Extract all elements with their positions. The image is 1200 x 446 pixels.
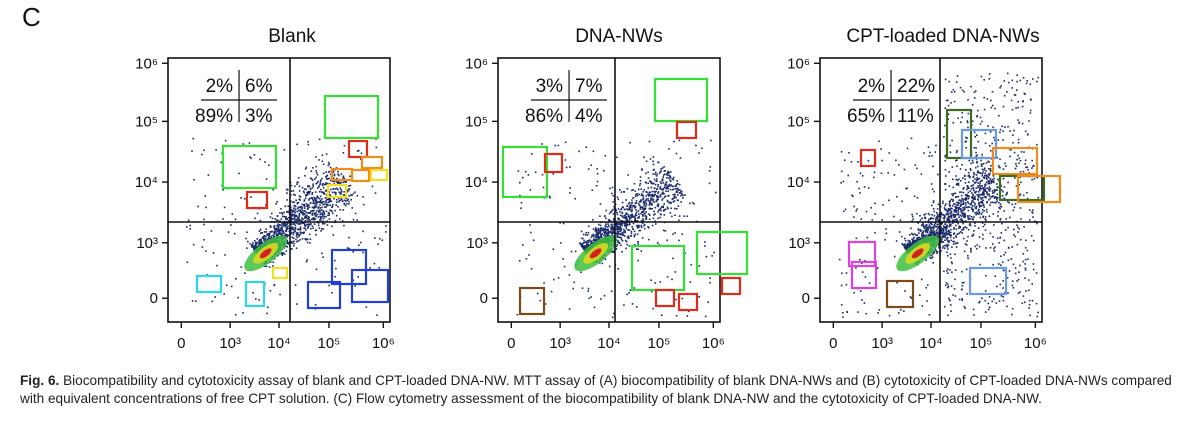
quadrant-upper-left: 2% bbox=[858, 76, 886, 97]
panel-title: CPT-loaded DNA-NWs bbox=[846, 26, 1039, 47]
x-tick-label: 10³ bbox=[549, 335, 571, 352]
quadrant-lower-right: 4% bbox=[575, 106, 603, 127]
gate-box bbox=[720, 276, 742, 296]
y-tick-label: 10⁶ bbox=[787, 55, 810, 72]
y-tick-label: 10⁴ bbox=[465, 174, 488, 191]
gate-box bbox=[654, 288, 676, 308]
gate-box bbox=[677, 292, 699, 312]
subfigure-label: C bbox=[22, 2, 41, 32]
x-tick-label: 10⁶ bbox=[702, 335, 725, 352]
gating-boxes bbox=[847, 108, 1062, 309]
gating-boxes bbox=[501, 77, 749, 316]
x-tick-label: 10⁶ bbox=[372, 335, 395, 352]
quadrant-upper-right: 7% bbox=[575, 76, 603, 97]
y-tick-label: 10³ bbox=[136, 235, 158, 252]
x-tick-label: 0 bbox=[829, 335, 837, 352]
gate-box bbox=[271, 266, 289, 280]
panel-3: CPT-loaded DNA-NWs 2% 22% 65% 11% 0 10³ 10⁴ 10⁵ 1… bbox=[787, 26, 1062, 352]
y-tick-label: 10⁵ bbox=[787, 113, 810, 130]
y-tick-label: 0 bbox=[480, 290, 488, 307]
x-tick-label: 10³ bbox=[871, 335, 893, 352]
gate-box bbox=[991, 146, 1039, 176]
plot-frame bbox=[497, 57, 721, 323]
gate-box bbox=[323, 94, 380, 140]
x-tick-label: 10⁴ bbox=[597, 335, 620, 352]
gate-box bbox=[347, 139, 369, 159]
y-tick-label: 10³ bbox=[466, 235, 488, 252]
panel-1: Blank 2% 6% 89% 3% 0 10³ 10⁴ 10⁵ 10⁶ 0 10³ 10⁴ 10⁵ 10⁶ bbox=[135, 26, 395, 352]
density-red bbox=[259, 248, 272, 259]
y-tick-label: 10⁴ bbox=[135, 174, 158, 191]
gate-box bbox=[885, 279, 915, 309]
x-tick-label: 10⁵ bbox=[647, 335, 670, 352]
y-tick-label: 0 bbox=[150, 290, 158, 307]
quadrant-upper-left: 3% bbox=[536, 76, 564, 97]
gate-box bbox=[960, 128, 998, 160]
x-tick-label: 0 bbox=[177, 335, 185, 352]
x-tick-label: 10⁴ bbox=[919, 335, 942, 352]
panel-title: DNA-NWs bbox=[575, 26, 663, 47]
gate-box bbox=[360, 155, 384, 170]
density-core bbox=[574, 235, 618, 272]
quadrant-upper-left: 2% bbox=[206, 76, 234, 97]
scatter-points bbox=[185, 137, 387, 316]
y-tick-label: 10⁶ bbox=[465, 55, 488, 72]
gate-box bbox=[326, 183, 348, 199]
quadrant-lower-right: 11% bbox=[897, 106, 934, 127]
density-core bbox=[244, 235, 288, 272]
density-core bbox=[896, 235, 940, 272]
gate-box bbox=[968, 266, 1008, 296]
gate-box bbox=[330, 248, 368, 286]
quadrant-lower-left: 89% bbox=[195, 106, 233, 127]
x-tick-label: 10⁶ bbox=[1024, 335, 1047, 352]
gate-box bbox=[859, 148, 877, 168]
gate-box bbox=[675, 120, 698, 140]
density-red bbox=[911, 248, 924, 259]
gate-box bbox=[1016, 174, 1062, 204]
quadrant-lower-left: 65% bbox=[847, 106, 885, 127]
x-tick-label: 10⁵ bbox=[317, 335, 340, 352]
gate-box bbox=[518, 286, 546, 316]
x-tick-label: 10⁵ bbox=[969, 335, 992, 352]
caption-text: Biocompatibility and cytotoxicity assay … bbox=[20, 373, 1172, 406]
gate-box bbox=[850, 260, 878, 290]
plot-frame bbox=[819, 57, 1043, 323]
gate-box bbox=[350, 168, 371, 183]
gate-box bbox=[653, 77, 709, 123]
gate-box bbox=[244, 280, 266, 308]
x-tick-label: 10³ bbox=[219, 335, 241, 352]
quadrant-upper-right: 6% bbox=[245, 76, 273, 97]
y-tick-label: 10³ bbox=[788, 235, 810, 252]
gate-box bbox=[369, 168, 389, 182]
y-tick-label: 0 bbox=[802, 290, 810, 307]
figure-caption: Fig. 6. Biocompatibility and cytotoxicit… bbox=[20, 372, 1180, 408]
gate-box bbox=[630, 244, 686, 292]
gate-box bbox=[350, 268, 390, 304]
y-tick-label: 10⁵ bbox=[465, 113, 488, 130]
gate-box bbox=[695, 230, 749, 276]
x-tick-label: 10⁴ bbox=[267, 335, 290, 352]
y-tick-label: 10⁴ bbox=[787, 174, 810, 191]
gate-box bbox=[245, 190, 269, 210]
y-tick-label: 10⁶ bbox=[135, 55, 158, 72]
flow-cytometry-figure: C Blank 2% 6% 89% 3% 0 10³ 10⁴ 10⁵ 10⁶ 0 10³ 10⁴ 10⁵ 1… bbox=[22, 2, 1062, 352]
gate-box bbox=[221, 144, 278, 190]
y-tick-label: 10⁵ bbox=[135, 113, 158, 130]
gate-box bbox=[543, 152, 564, 174]
panel-title: Blank bbox=[268, 26, 316, 47]
quadrant-upper-right: 22% bbox=[897, 76, 935, 97]
plot-frame bbox=[167, 57, 391, 323]
density-red bbox=[589, 248, 602, 259]
gate-box bbox=[847, 240, 877, 268]
gate-box bbox=[998, 174, 1046, 202]
gate-box bbox=[195, 274, 223, 294]
x-tick-label: 0 bbox=[507, 335, 515, 352]
gate-box bbox=[306, 280, 342, 310]
gating-boxes bbox=[195, 94, 390, 310]
gate-box bbox=[945, 108, 973, 160]
panel-2: DNA-NWs 3% 7% 86% 4% 0 10³ 10⁴ 10⁵ 10⁶ 0 10³ 10⁴ 10⁵ 1… bbox=[465, 26, 749, 352]
caption-label: Fig. 6. bbox=[20, 373, 60, 388]
quadrant-lower-left: 86% bbox=[525, 106, 563, 127]
quadrant-lower-right: 3% bbox=[245, 106, 273, 127]
